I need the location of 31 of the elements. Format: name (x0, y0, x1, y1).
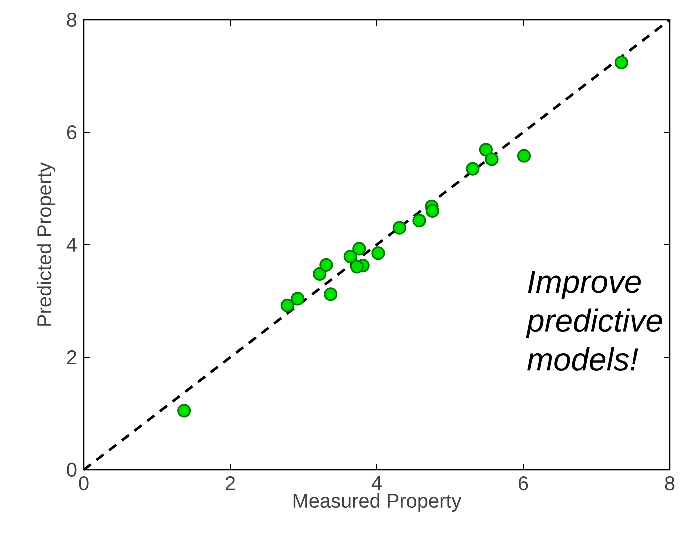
point (479, 143, 493, 157)
point (280, 298, 294, 313)
x-tick-label: 0 (79, 476, 89, 491)
y-tick-label: 8 (67, 12, 77, 28)
point (466, 162, 480, 176)
y-tick-label: 2 (67, 350, 76, 364)
point (344, 250, 358, 264)
point (291, 292, 305, 306)
point (372, 246, 386, 260)
y-tick-label: 0 (67, 462, 77, 478)
x-tick-label: 4 (372, 476, 382, 490)
x-tick-label: 2 (226, 476, 236, 490)
point (485, 152, 499, 166)
annotation: Improve predictive models! (526, 271, 662, 371)
point (350, 260, 364, 274)
y-tick-label: 4 (66, 238, 77, 252)
point (320, 258, 334, 272)
x-axis-title: Measured Property (294, 493, 462, 512)
point (392, 221, 407, 235)
point (412, 214, 426, 228)
point (426, 204, 440, 218)
y-tick-label: 6 (67, 125, 77, 140)
point (614, 56, 628, 70)
point (352, 242, 366, 256)
y-axis-title: Predicted Property (36, 162, 56, 326)
point (313, 267, 327, 282)
point (324, 288, 338, 302)
point (517, 149, 532, 163)
x-tick-label: 6 (518, 476, 528, 491)
point (178, 404, 192, 418)
x-tick-label: 8 (665, 476, 675, 491)
